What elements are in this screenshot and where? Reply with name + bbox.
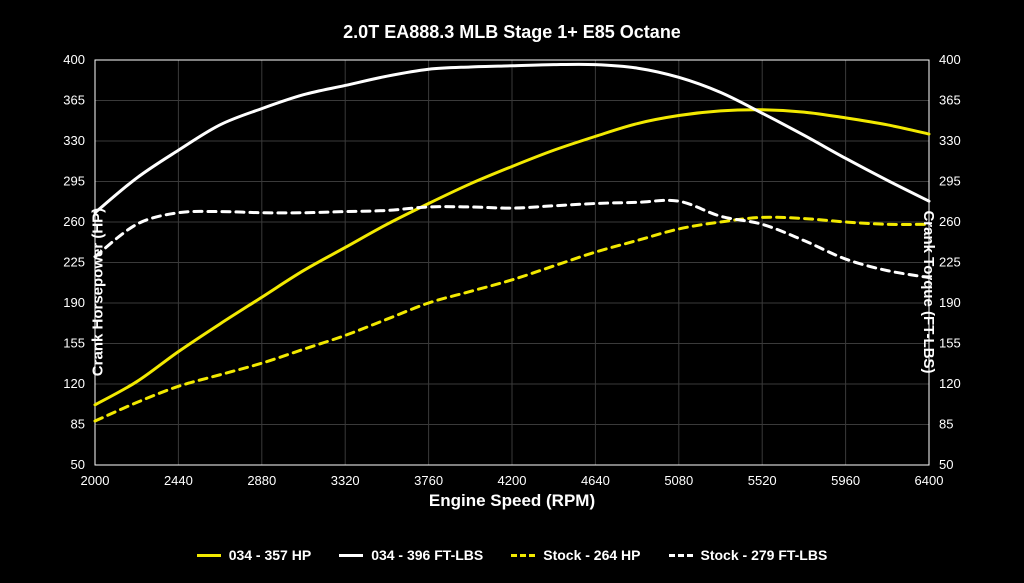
legend-swatch [511, 554, 535, 557]
legend-label: 034 - 396 FT-LBS [371, 547, 483, 563]
svg-text:85: 85 [71, 417, 85, 432]
svg-text:120: 120 [63, 376, 85, 391]
svg-text:400: 400 [63, 52, 85, 67]
svg-text:330: 330 [939, 133, 961, 148]
svg-text:50: 50 [71, 457, 85, 472]
dyno-chart: 2.0T EA888.3 MLB Stage 1+ E85 Octane Cra… [0, 0, 1024, 583]
svg-text:50: 50 [939, 457, 953, 472]
svg-text:2880: 2880 [247, 473, 276, 488]
x-axis-label: Engine Speed (RPM) [0, 491, 1024, 511]
svg-text:190: 190 [939, 295, 961, 310]
legend-label: 034 - 357 HP [229, 547, 312, 563]
svg-text:3760: 3760 [414, 473, 443, 488]
y-axis-right-label: Crank Torque (FT-LBS) [920, 210, 937, 373]
legend-item: Stock - 279 FT-LBS [669, 547, 828, 563]
svg-text:260: 260 [939, 214, 961, 229]
svg-text:120: 120 [939, 376, 961, 391]
legend-item: 034 - 396 FT-LBS [339, 547, 483, 563]
legend-item: Stock - 264 HP [511, 547, 640, 563]
svg-text:365: 365 [63, 93, 85, 108]
svg-text:155: 155 [939, 336, 961, 351]
svg-text:155: 155 [63, 336, 85, 351]
svg-text:3320: 3320 [331, 473, 360, 488]
svg-text:330: 330 [63, 133, 85, 148]
svg-text:295: 295 [63, 174, 85, 189]
svg-text:260: 260 [63, 214, 85, 229]
legend-label: Stock - 264 HP [543, 547, 640, 563]
legend-swatch [669, 554, 693, 557]
svg-text:225: 225 [63, 255, 85, 270]
svg-text:6400: 6400 [915, 473, 944, 488]
svg-text:5960: 5960 [831, 473, 860, 488]
legend-swatch [197, 554, 221, 557]
svg-text:85: 85 [939, 417, 953, 432]
svg-text:5080: 5080 [664, 473, 693, 488]
svg-text:400: 400 [939, 52, 961, 67]
svg-text:225: 225 [939, 255, 961, 270]
svg-text:4200: 4200 [498, 473, 527, 488]
svg-text:2440: 2440 [164, 473, 193, 488]
svg-text:190: 190 [63, 295, 85, 310]
legend-item: 034 - 357 HP [197, 547, 312, 563]
svg-text:295: 295 [939, 174, 961, 189]
svg-text:5520: 5520 [748, 473, 777, 488]
legend-label: Stock - 279 FT-LBS [701, 547, 828, 563]
svg-text:365: 365 [939, 93, 961, 108]
legend-swatch [339, 554, 363, 557]
svg-text:2000: 2000 [81, 473, 110, 488]
chart-title: 2.0T EA888.3 MLB Stage 1+ E85 Octane [0, 22, 1024, 43]
chart-legend: 034 - 357 HP 034 - 396 FT-LBS Stock - 264 … [0, 547, 1024, 563]
y-axis-left-label: Crank Horsepower (HP) [90, 207, 107, 375]
svg-text:4640: 4640 [581, 473, 610, 488]
